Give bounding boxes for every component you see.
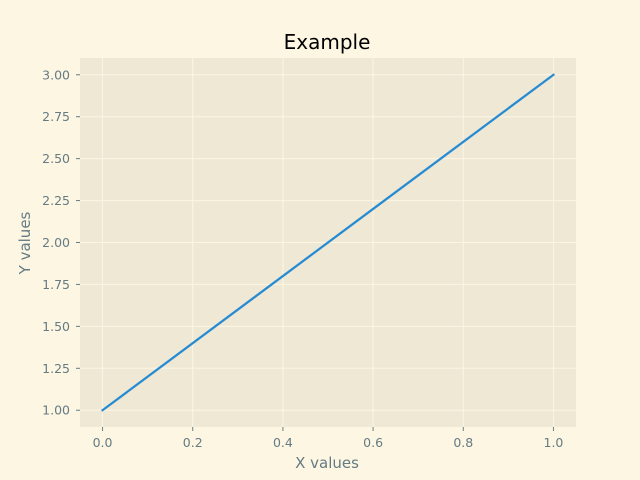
x-tick-label: 0.8 <box>453 435 473 450</box>
x-axis-ticks: 0.0 0.2 0.4 0.6 0.8 1.0 <box>93 427 564 450</box>
x-axis-label: X values <box>295 454 359 472</box>
x-tick-label: 0.2 <box>183 435 203 450</box>
y-tick-label: 2.00 <box>42 235 70 250</box>
y-tick-label: 1.50 <box>42 319 70 334</box>
x-tick-label: 1.0 <box>544 435 564 450</box>
y-tick-label: 1.75 <box>42 277 70 292</box>
y-tick-label: 2.50 <box>42 151 70 166</box>
y-tick-label: 2.75 <box>42 109 70 124</box>
y-tick-label: 1.00 <box>42 403 70 418</box>
x-tick-label: 0.4 <box>273 435 293 450</box>
y-axis-ticks: 1.00 1.25 1.50 1.75 2.00 2.25 2.50 2.75 3.00 <box>42 67 80 418</box>
series-line <box>100 73 556 412</box>
y-tick-label: 1.25 <box>42 361 70 376</box>
y-tick-label: 2.25 <box>42 193 70 208</box>
y-axis-label: Y values <box>16 211 34 275</box>
series-layer <box>100 73 556 412</box>
chart-title: Example <box>284 30 371 54</box>
x-tick-label: 0.6 <box>363 435 383 450</box>
y-tick-label: 3.00 <box>42 67 70 82</box>
x-tick-label: 0.0 <box>93 435 113 450</box>
